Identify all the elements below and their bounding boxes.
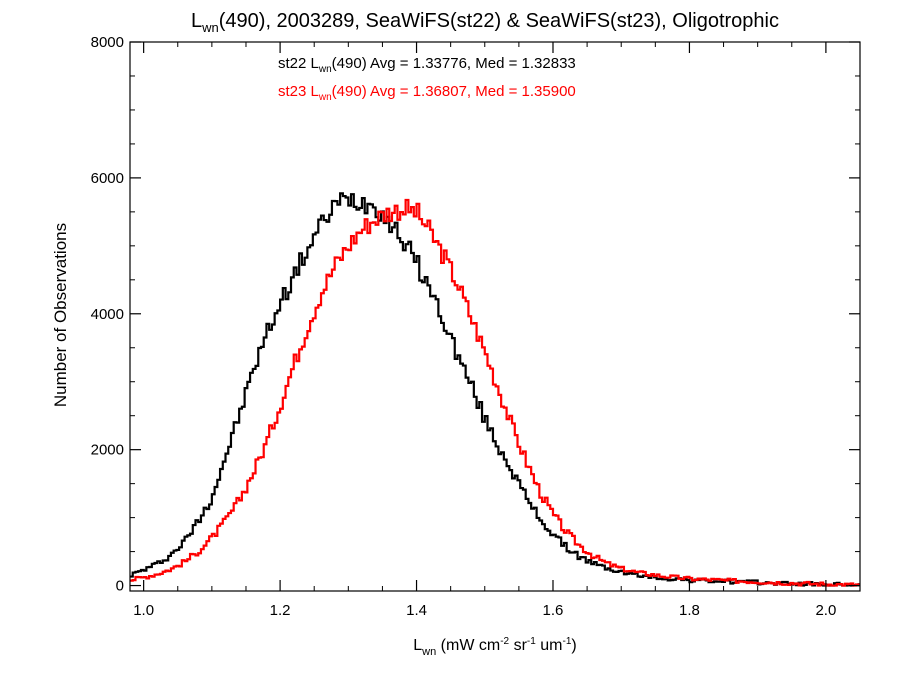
series-label-st22-post: (490) Avg = 1.33776, Med = 1.32833 — [332, 55, 576, 72]
x-axis-label-sub: wn — [421, 646, 436, 658]
axis-ticks — [130, 41, 861, 591]
series-label-st23-pre: st23 L — [278, 83, 319, 100]
series-label-st23: st23 Lwn(490) Avg = 1.36807, Med = 1.359… — [278, 83, 576, 103]
y-tick-label: 4000 — [91, 306, 124, 323]
axis-tick-labels: 1.0 1.2 1.4 1.6 1.8 2.0 0 2000 4000 6000 8000 — [91, 34, 837, 619]
x-tick-label: 2.0 — [815, 602, 836, 619]
x-axis-label-sup3: -1 — [562, 636, 571, 647]
chart-title-base: L — [191, 10, 202, 32]
x-axis-label-mid2: um — [536, 637, 563, 654]
series-st22-line — [130, 192, 860, 587]
x-tick-label: 1.2 — [270, 602, 291, 619]
y-tick-label: 0 — [116, 578, 124, 595]
plot-frame — [129, 41, 861, 592]
y-tick-label: 6000 — [91, 170, 124, 187]
x-tick-label: 1.0 — [133, 602, 154, 619]
series-label-st22-pre: st22 L — [278, 55, 319, 72]
x-axis-label-rest: (mW cm — [436, 637, 500, 654]
plot-series — [130, 192, 860, 587]
chart-title: Lwn(490), 2003289, SeaWiFS(st22) & SeaWi… — [191, 10, 779, 35]
series-st23-line — [130, 198, 860, 587]
series-label-st23-sub: wn — [318, 92, 332, 103]
chart-title-rest: (490), 2003289, SeaWiFS(st22) & SeaWiFS(… — [219, 10, 779, 32]
x-axis-label-sup1: -2 — [500, 636, 509, 647]
chart-title-sub: wn — [201, 20, 219, 35]
x-axis-label: Lwn (mW cm-2 sr-1 um-1) — [413, 636, 576, 658]
series-label-st23-post: (490) Avg = 1.36807, Med = 1.35900 — [332, 83, 576, 100]
x-axis-label-sup2: -1 — [527, 636, 536, 647]
series-label-st22-sub: wn — [318, 64, 332, 75]
y-axis-label: Number of Observations — [51, 223, 70, 407]
x-axis-label-base: L — [413, 637, 422, 654]
series-label-st22: st22 Lwn(490) Avg = 1.33776, Med = 1.328… — [278, 55, 576, 75]
x-tick-label: 1.4 — [406, 602, 427, 619]
x-tick-label: 1.8 — [679, 602, 700, 619]
x-tick-label: 1.6 — [543, 602, 564, 619]
x-axis-label-end: ) — [571, 637, 576, 654]
y-tick-label: 2000 — [91, 442, 124, 459]
x-axis-label-mid: sr — [509, 637, 527, 654]
y-tick-label: 8000 — [91, 34, 124, 51]
